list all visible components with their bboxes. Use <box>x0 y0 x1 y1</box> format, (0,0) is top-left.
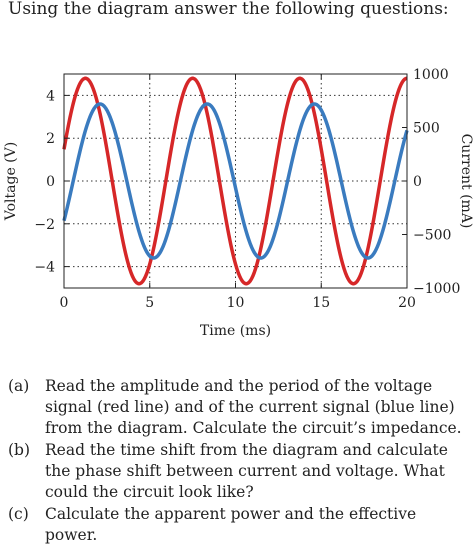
y-tick-label-right: 0 <box>413 174 422 190</box>
question-text: Calculate the apparent power and the eff… <box>45 505 417 544</box>
intro-text: Using the diagram answer the following q… <box>8 0 449 19</box>
y-tick-label-left: 2 <box>46 131 55 147</box>
question-label: (b) <box>8 441 31 459</box>
x-tick-label: 20 <box>398 295 416 311</box>
series-lines <box>62 76 409 286</box>
x-tick-label: 5 <box>145 295 154 311</box>
x-axis-label: Time (ms) <box>200 323 271 339</box>
x-tick-label: 15 <box>312 295 330 311</box>
tick-marks <box>63 73 408 289</box>
question-b: (b) Read the time shift from the diagram… <box>8 440 470 503</box>
voltage-series-line <box>62 76 408 286</box>
y-tick-label-right: 1000 <box>413 67 449 83</box>
question-list: (a) Read the amplitude and the period of… <box>8 376 470 547</box>
question-a: (a) Read the amplitude and the period of… <box>8 376 470 439</box>
y-axis-label-left: Voltage (V) <box>3 142 19 221</box>
question-label: (c) <box>8 505 29 523</box>
y-tick-label-left: 0 <box>46 174 55 190</box>
question-text: Read the time shift from the diagram and… <box>45 441 448 501</box>
y-tick-label-left: −4 <box>34 260 55 276</box>
y-tick-label-left: −2 <box>34 217 55 233</box>
question-text: Read the amplitude and the period of the… <box>45 377 462 437</box>
y-tick-label-right: −500 <box>413 228 451 244</box>
x-tick-label: 10 <box>227 295 245 311</box>
x-tick-label: 0 <box>60 295 69 311</box>
question-label: (a) <box>8 377 30 395</box>
y-tick-label-left: 4 <box>46 88 55 104</box>
current-series-line <box>62 102 409 260</box>
question-c: (c) Calculate the apparent power and the… <box>8 504 470 546</box>
y-axis-label-right: Current (mA) <box>458 134 474 229</box>
y-tick-label-right: 500 <box>413 121 440 137</box>
y-tick-label-right: −1000 <box>413 281 460 297</box>
